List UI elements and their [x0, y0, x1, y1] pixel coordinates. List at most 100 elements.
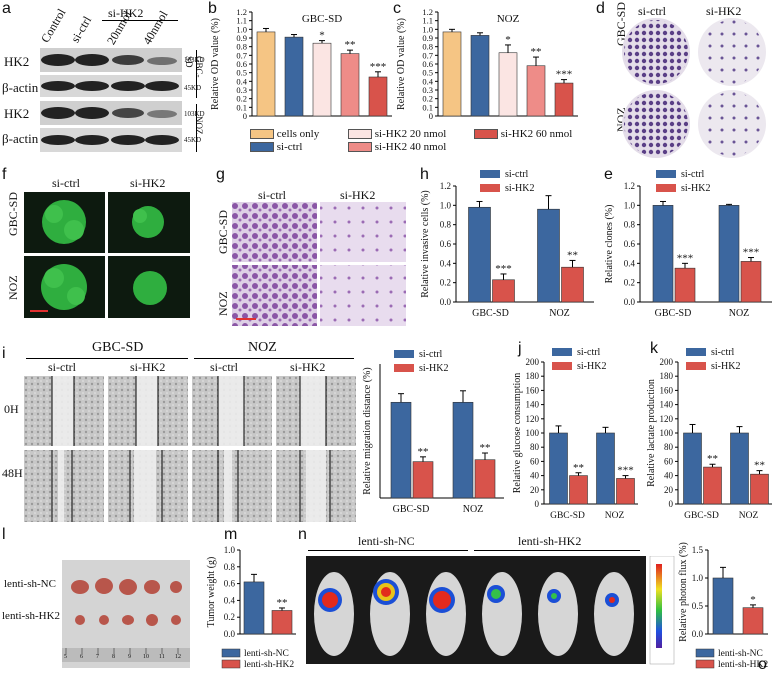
- significance-label: **: [573, 462, 584, 474]
- y-axis-label: Tumor weight (g): [206, 557, 217, 628]
- y-axis-label: Relative invasive cells (%): [420, 190, 431, 297]
- ruler-tick: 7: [96, 654, 99, 660]
- panel-label-m: m: [224, 526, 238, 543]
- y-tick-label: 0.2: [224, 612, 235, 622]
- panel-label-d: d: [596, 0, 605, 17]
- bar: [442, 31, 462, 117]
- chart-c-od-noz: 00.10.20.30.40.50.60.70.80.91.01.11.2 Rel…: [396, 7, 578, 121]
- panel-label-e: e: [604, 166, 613, 183]
- y-tick-label: 0: [243, 111, 247, 121]
- legend-swatch: [656, 170, 676, 178]
- legend-swatch: [686, 362, 706, 370]
- bar: [674, 267, 696, 303]
- significance-label: **: [277, 597, 288, 609]
- panel-label-b: b: [208, 0, 217, 17]
- legend-label: si-ctrl: [505, 169, 529, 180]
- x-tick-label: GBC-SD: [472, 308, 509, 319]
- y-tick-label: 1.2: [624, 181, 635, 191]
- cell-line-gbcsd-a: GBC-SD: [184, 56, 204, 78]
- bar: [526, 65, 546, 117]
- kd-45-a: 45KD: [184, 84, 202, 92]
- y-tick-label: 0.2: [440, 278, 451, 288]
- chart-e-clones: 0.0 0.2 0.4 0.6 0.8 1.0 1.2 Relative clones (%)…: [604, 169, 772, 319]
- spheroid-images: [24, 192, 190, 318]
- y-axis-label: Relative OD value (%): [396, 18, 407, 110]
- swatch: [250, 129, 274, 140]
- significance-label: *: [319, 30, 325, 42]
- legend-label: si-HK2: [577, 361, 606, 372]
- y-tick-label: 0.4: [624, 258, 636, 268]
- bar: [712, 577, 734, 635]
- legend-swatch: [221, 648, 241, 658]
- legend-60: si-HK2 60 nmol: [500, 128, 573, 140]
- bar: [470, 35, 490, 117]
- bar: [412, 461, 434, 499]
- y-tick-label: 0.5: [422, 68, 433, 78]
- x-tick-label: NOZ: [605, 511, 625, 521]
- kd-103-a: 103KD: [184, 56, 205, 64]
- y-tick-label: 0.5: [692, 601, 704, 611]
- legend-swatch: [552, 362, 572, 370]
- bar: [742, 607, 764, 635]
- spheroid-panel: si-ctrl si-HK2 GBC-SD NOZ: [0, 168, 200, 320]
- wound-images: [24, 376, 356, 522]
- f-col-si-ctrl: si-ctrl: [52, 176, 80, 190]
- legend-swatch: [695, 659, 715, 669]
- legend-swatch: [221, 659, 241, 669]
- y-tick-label: 0.8: [236, 42, 247, 52]
- y-tick-label: 80: [530, 442, 540, 452]
- significance-label: **: [531, 46, 542, 58]
- legend-swatch: [480, 170, 500, 178]
- row-label-hk2-noz: HK2: [4, 106, 30, 121]
- legend-si-ctrl: si-ctrl: [276, 141, 303, 153]
- panel-label-a: a: [2, 0, 11, 17]
- y-tick-label: 0.6: [224, 579, 236, 589]
- y-tick-label: 60: [530, 456, 540, 466]
- legend-label: lenti-sh-NC: [244, 649, 289, 659]
- y-axis-label: Relative lactate production: [646, 379, 657, 487]
- y-tick-label: 0.2: [236, 94, 247, 104]
- g-row-gbcsd: GBC-SD: [216, 209, 230, 254]
- l-row-nc: lenti-sh-NC: [4, 578, 56, 590]
- imaging-panel: lenti-sh-NC lenti-sh-HK2: [306, 528, 676, 666]
- y-tick-label: 60: [664, 456, 674, 466]
- f-col-si-hk2: si-HK2: [130, 176, 166, 190]
- panel-label-l: l: [2, 526, 6, 543]
- y-tick-label: 0.4: [440, 258, 452, 268]
- ruler-tick: 9: [128, 654, 131, 660]
- y-tick-label: 0.4: [236, 76, 247, 86]
- y-tick-label: 0.0: [224, 629, 236, 639]
- y-tick-label: 0.6: [422, 59, 433, 69]
- legend-label: lenti-sh-NC: [718, 649, 763, 659]
- swatch: [348, 129, 372, 140]
- y-axis-label: Relative photon flux (%): [678, 542, 689, 642]
- y-tick-label: 0.9: [236, 33, 247, 43]
- y-tick-label: 0.1: [422, 102, 433, 112]
- n-group-hk2: lenti-sh-HK2: [518, 534, 582, 548]
- legend-item: cells only: [250, 128, 319, 140]
- ruler-tick: 12: [175, 654, 181, 660]
- legend-label: lenti-sh-HK2: [244, 660, 294, 670]
- significance-label: ***: [617, 465, 634, 477]
- x-tick-label: GBC-SD: [655, 308, 692, 319]
- group-line: [102, 20, 178, 21]
- chart-m-tumor-weight: 0.0 0.2 0.4 0.6 0.8 1.0 Tumor weight (g) ** lent…: [206, 545, 296, 670]
- significance-label: ***: [495, 263, 512, 275]
- bar: [537, 208, 560, 303]
- y-tick-label: 200: [526, 357, 540, 367]
- legend-swatch: [695, 648, 715, 658]
- y-tick-label: 1.0: [224, 545, 236, 555]
- row-label-actin: β-actin: [2, 80, 39, 95]
- y-tick-label: 160: [526, 385, 540, 395]
- y-tick-label: 0.6: [440, 239, 452, 249]
- invasion-panel: si-ctrl si-HK2 GBC-SD NOZ: [214, 166, 410, 326]
- i-row-0h: 0H: [4, 402, 19, 416]
- f-row-gbcsd: GBC-SD: [6, 191, 20, 236]
- x-tick-label: NOZ: [463, 504, 484, 515]
- y-tick-label: 0.7: [422, 50, 433, 60]
- legend-label: si-ctrl: [419, 349, 443, 360]
- panel-label-i: i: [2, 345, 6, 362]
- ruler-tick: 8: [112, 654, 115, 660]
- significance-label: ***: [556, 69, 573, 81]
- y-tick-label: 40: [530, 471, 540, 481]
